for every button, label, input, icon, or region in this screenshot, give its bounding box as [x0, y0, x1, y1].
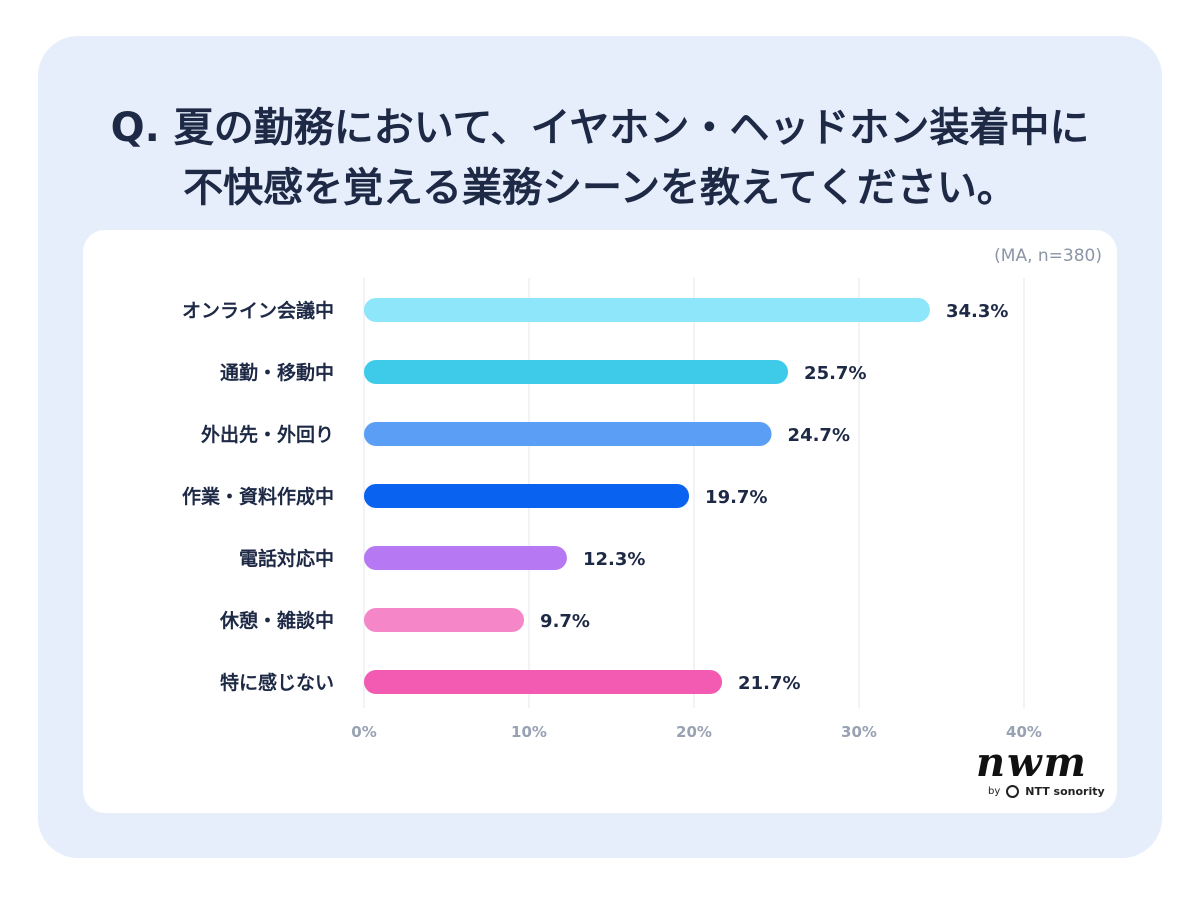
x-tick-label: 40% [1006, 723, 1042, 741]
category-label: 休憩・雑談中 [219, 609, 334, 632]
brand-logo: nwm by NTT sonority [970, 739, 1110, 805]
category-label: 電話対応中 [239, 547, 334, 570]
x-tick-label: 0% [351, 723, 376, 741]
category-label: 通勤・移動中 [220, 361, 334, 384]
value-label: 24.7% [788, 425, 850, 446]
bar [364, 546, 567, 570]
value-label: 21.7% [738, 673, 800, 694]
value-label: 25.7% [804, 363, 866, 384]
sample-note: (MA, n=380) [994, 246, 1102, 266]
bar [364, 422, 772, 446]
category-label: 特に感じない [220, 671, 334, 694]
value-label: 34.3% [946, 301, 1008, 322]
category-label: オンライン会議中 [182, 299, 334, 322]
bar [364, 670, 723, 694]
logo-brand-text: NTT sonority [1025, 785, 1105, 798]
bar [364, 484, 690, 508]
x-tick-label: 20% [676, 723, 712, 741]
logo-byline: by NTT sonority [988, 785, 1105, 798]
value-label: 19.7% [705, 487, 767, 508]
chart-title: Q. 夏の勤務において、イヤホン・ヘッドホン装着中に 不快感を覚える業務シーンを… [0, 98, 1200, 218]
bar [364, 298, 930, 322]
value-label: 12.3% [583, 549, 645, 570]
x-tick-label: 10% [511, 723, 547, 741]
ntt-logo-icon [1006, 785, 1020, 798]
bar [364, 608, 525, 632]
value-label: 9.7% [540, 611, 590, 632]
chart-title-line-1: Q. 夏の勤務において、イヤホン・ヘッドホン装着中に [110, 105, 1090, 151]
chart-card [83, 230, 1117, 813]
chart-title-line-2: 不快感を覚える業務シーンを教えてください。 [183, 165, 1017, 211]
logo-wordmark: nwm [976, 739, 1088, 786]
category-label: 外出先・外回り [201, 423, 334, 446]
bar [364, 360, 789, 384]
logo-by-text: by [988, 786, 1001, 797]
x-tick-label: 30% [841, 723, 877, 741]
category-label: 作業・資料作成中 [182, 485, 334, 508]
